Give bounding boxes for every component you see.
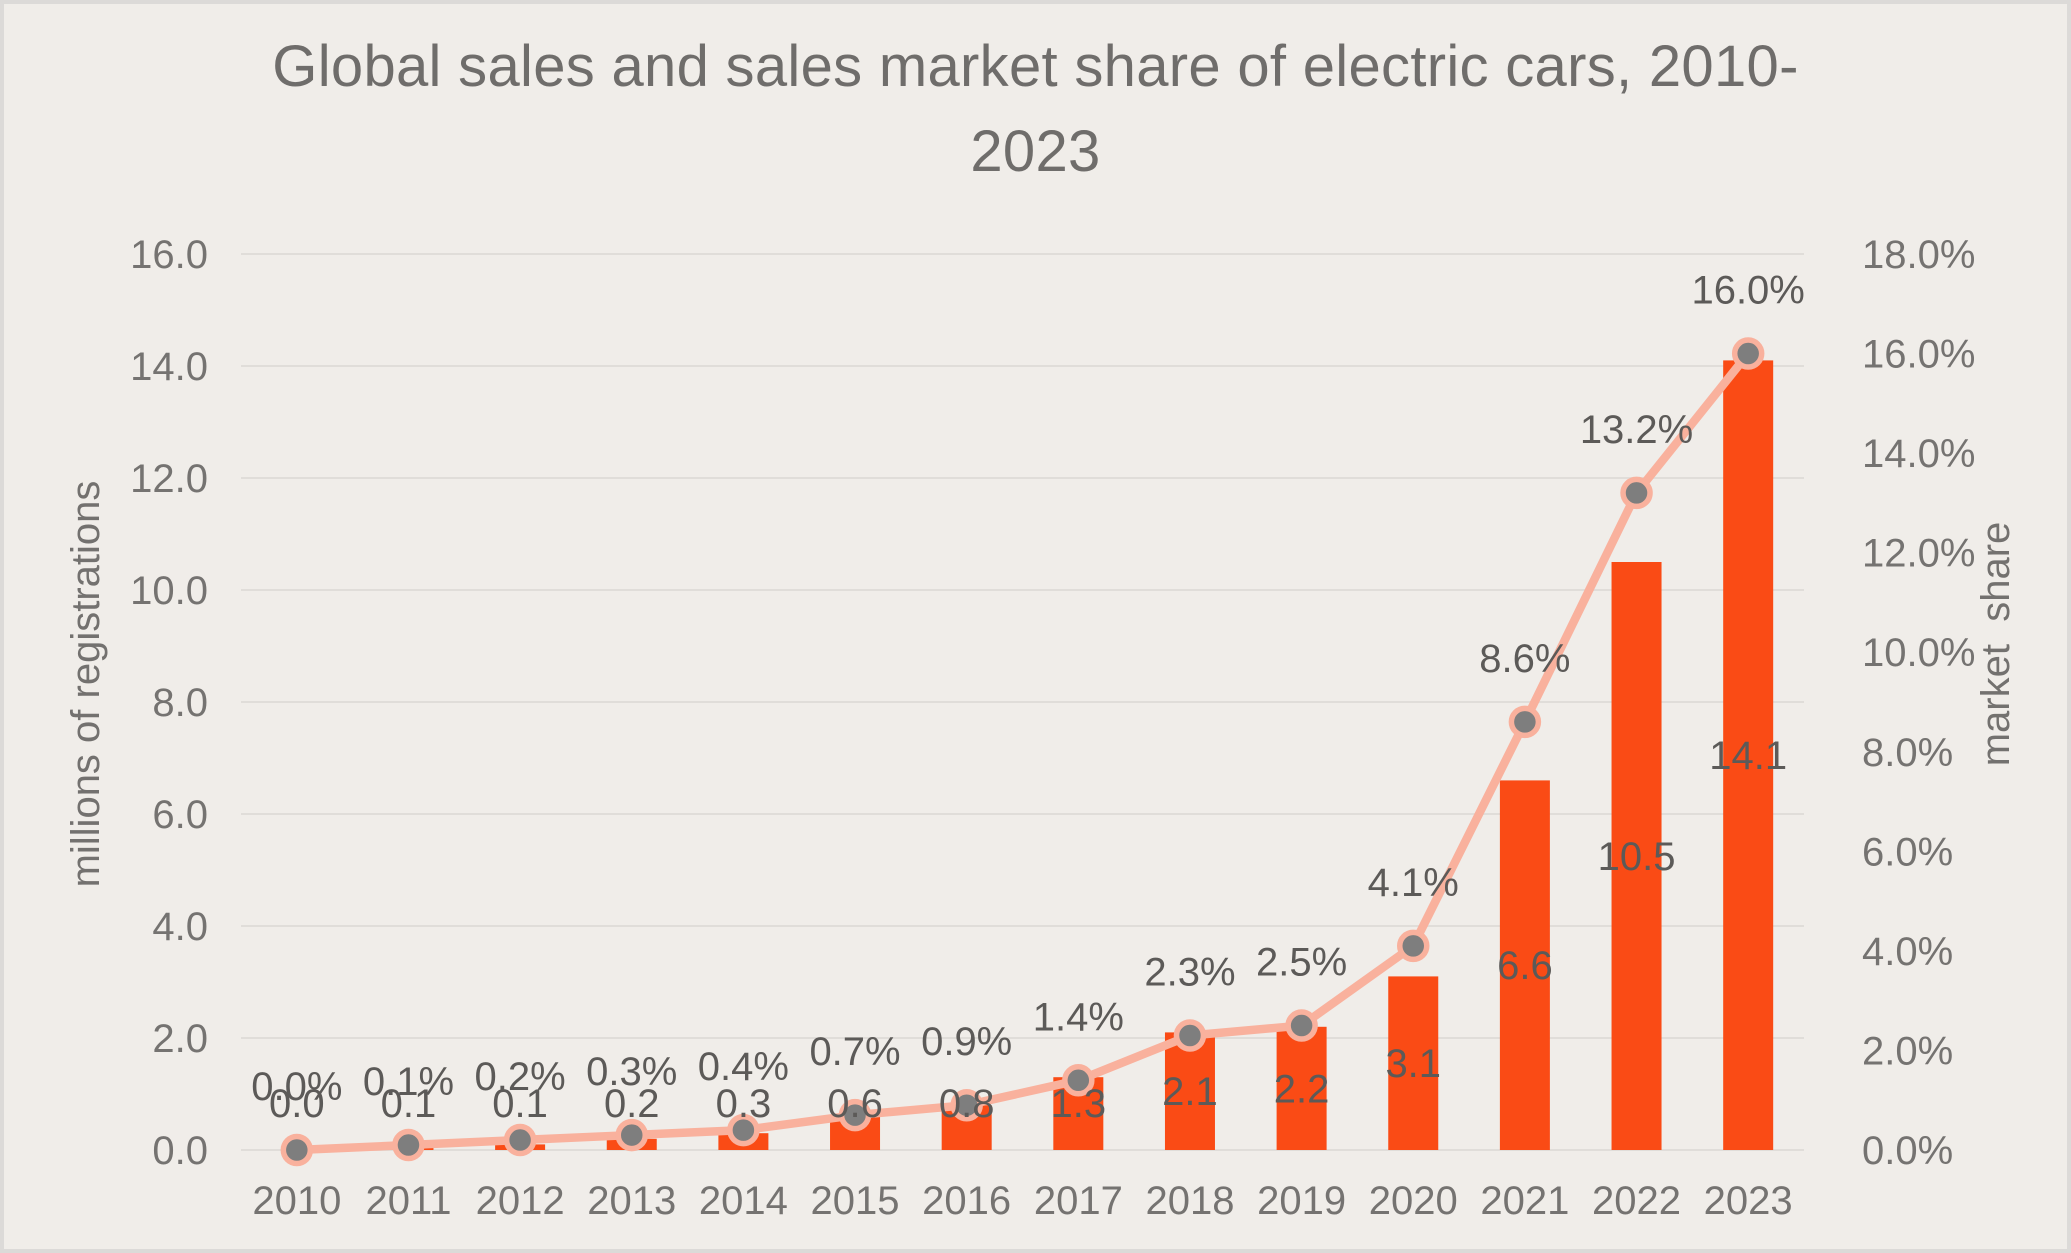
- y-axis-tick-label-right: 6.0%: [1862, 830, 1953, 874]
- y-axis-tick-label-right: 12.0%: [1862, 532, 1975, 576]
- x-axis-tick-label: 2023: [1704, 1179, 1793, 1223]
- x-axis-tick-label: 2010: [252, 1179, 341, 1223]
- market-share-marker: [950, 1088, 983, 1122]
- market-share-value-label: 0.9%: [921, 1020, 1012, 1064]
- market-share-value-label: 13.2%: [1580, 408, 1693, 452]
- sales-bar: [1723, 360, 1774, 1150]
- y-axis-tick-label-right: 2.0%: [1862, 1029, 1953, 1073]
- sales-value-label: 0.0: [269, 1082, 325, 1126]
- market-share-value-label: 0.7%: [809, 1030, 900, 1074]
- chart-title-line1: Global sales and sales market share of e…: [272, 34, 1799, 99]
- y-axis-tick-label-right: 16.0%: [1862, 333, 1975, 377]
- chart-title: Global sales and sales market share of e…: [4, 24, 2067, 194]
- market-share-value-label: 0.3%: [586, 1050, 677, 1094]
- market-share-marker: [1508, 705, 1542, 739]
- y-axis-tick-label-right: 0.0%: [1862, 1129, 1953, 1173]
- x-axis-tick-label: 2020: [1369, 1179, 1458, 1223]
- market-share-marker: [1397, 929, 1430, 963]
- y-axis-tick-label-left: 14.0: [130, 345, 208, 389]
- market-share-line: [292, 349, 1753, 1155]
- sales-value-label: 14.1: [1709, 734, 1787, 778]
- sales-bar: [1611, 562, 1662, 1150]
- sales-bar: [1276, 1026, 1327, 1150]
- market-share-value-label: 2.3%: [1144, 951, 1235, 995]
- sales-value-label: 1.3: [1051, 1082, 1107, 1126]
- sales-value-label: 2.1: [1162, 1070, 1218, 1114]
- market-share-marker: [503, 1123, 537, 1157]
- y-axis-tick-label-left: 2.0: [152, 1017, 208, 1061]
- market-share-value-label: 2.5%: [1256, 941, 1347, 985]
- sales-value-label: 0.8: [939, 1082, 995, 1126]
- sales-bar: [1164, 1032, 1215, 1150]
- x-axis-tick-label: 2022: [1592, 1179, 1681, 1223]
- y-axis-tick-label-left: 6.0: [152, 793, 208, 837]
- sales-value-label: 0.2: [604, 1082, 660, 1126]
- y-axis-tick-label-left: 12.0: [130, 457, 208, 501]
- sales-bar: [1499, 780, 1550, 1150]
- market-share-marker: [392, 1128, 425, 1162]
- y-axis-tick-label-left: 8.0: [152, 681, 208, 725]
- sales-value-label: 0.1: [381, 1082, 437, 1126]
- market-share-value-label: 0.2%: [475, 1055, 566, 1099]
- x-axis-tick-label: 2012: [476, 1179, 565, 1223]
- x-axis-tick-label: 2019: [1257, 1179, 1346, 1223]
- y-axis-tick-label-right: 8.0%: [1862, 731, 1953, 775]
- chart-title-line2: 2023: [970, 119, 1101, 184]
- x-axis-tick-label: 2021: [1480, 1179, 1569, 1223]
- sales-value-label: 3.1: [1385, 1042, 1441, 1086]
- y-axis-tick-label-right: 18.0%: [1862, 233, 1975, 277]
- y-axis-tick-label-left: 10.0: [130, 569, 208, 613]
- market-share-marker: [1620, 476, 1653, 510]
- sales-value-label: 0.3: [716, 1082, 772, 1126]
- market-share-marker: [1731, 337, 1765, 370]
- market-share-value-label: 0.4%: [698, 1045, 789, 1089]
- sales-value-label: 2.2: [1274, 1067, 1330, 1111]
- y-axis-tick-label-left: 0.0: [152, 1129, 208, 1173]
- market-share-marker: [1173, 1019, 1207, 1052]
- market-share-value-label: 0.0%: [251, 1065, 342, 1109]
- x-axis-tick-label: 2014: [699, 1179, 788, 1223]
- market-share-value-label: 4.1%: [1368, 861, 1459, 905]
- market-share-marker: [838, 1098, 872, 1132]
- market-share-marker: [727, 1113, 760, 1147]
- market-share-value-label: 0.1%: [363, 1060, 454, 1104]
- x-axis-tick-label: 2015: [811, 1179, 900, 1223]
- x-axis-tick-label: 2013: [587, 1179, 676, 1223]
- market-share-marker: [1285, 1009, 1318, 1042]
- x-axis-tick-label: 2011: [365, 1179, 451, 1223]
- plot-area: 0.0 2.0 4.0 6.0 8.0 10.0 12.0 14.0 16.0 0.0% 2.0% 4…: [130, 233, 1975, 1223]
- sales-value-label: 0.6: [827, 1082, 883, 1126]
- sales-value-label: 10.5: [1598, 835, 1676, 879]
- y-axis-tick-label-left: 16.0: [130, 233, 208, 277]
- market-share-value-label: 16.0%: [1691, 269, 1804, 313]
- y-axis-tick-label-right: 14.0%: [1862, 432, 1975, 476]
- x-axis-tick-label: 2016: [922, 1179, 1011, 1223]
- market-share-marker: [615, 1118, 648, 1152]
- market-share-value-label: 1.4%: [1033, 995, 1124, 1039]
- market-share-marker: [1062, 1064, 1095, 1097]
- sales-value-label: 6.6: [1497, 944, 1553, 988]
- market-share-marker: [280, 1133, 314, 1167]
- y-axis-tick-label-left: 4.0: [152, 905, 208, 949]
- sales-bar: [1388, 976, 1439, 1150]
- market-share-value-label: 8.6%: [1479, 637, 1570, 681]
- x-axis-tick-label: 2017: [1034, 1179, 1123, 1223]
- sales-value-label: 0.1: [492, 1082, 548, 1126]
- y-axis-tick-label-right: 4.0%: [1862, 930, 1953, 974]
- y-axis-tick-label-right: 10.0%: [1862, 631, 1975, 675]
- x-axis-tick-label: 2018: [1145, 1179, 1234, 1223]
